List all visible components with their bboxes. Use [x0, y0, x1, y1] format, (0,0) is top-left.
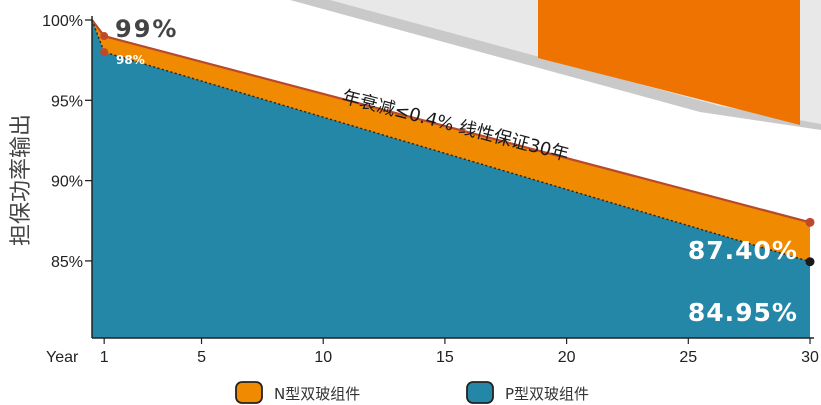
x-tick-label: 30 — [801, 349, 819, 366]
decorative-background — [290, 0, 821, 130]
p-end-point — [805, 257, 815, 267]
data-points — [100, 32, 815, 267]
x-tick-label: 25 — [679, 349, 697, 366]
legend-swatch-p — [466, 381, 494, 404]
x-tick-label: 1 — [100, 349, 109, 366]
y-tick-label: 95% — [51, 93, 83, 110]
x-tick-label: 5 — [197, 349, 206, 366]
y-tick-labels: 100% 95% 90% 85% 担保功率输出 — [9, 13, 92, 271]
x-tick-label: 15 — [436, 349, 454, 366]
legend-label-n: N型双玻组件 — [274, 385, 360, 403]
legend: N型双玻组件 P型双玻组件 — [235, 381, 589, 404]
p-series-area — [92, 20, 810, 338]
n-start-point — [100, 32, 109, 41]
axes — [91, 16, 814, 339]
n-end-label: 87.40% — [688, 236, 798, 265]
p-start-point — [100, 48, 109, 57]
y-axis-title: 担保功率输出 — [9, 114, 34, 246]
n-start-label: 99% — [115, 15, 178, 43]
y-tick-label: 85% — [51, 254, 83, 271]
x-tick-label: 10 — [314, 349, 332, 366]
x-tick-label: 20 — [558, 349, 576, 366]
p-end-label: 84.95% — [688, 298, 798, 327]
y-tick-label: 100% — [42, 13, 83, 30]
x-axis-title: Year — [46, 349, 79, 366]
legend-swatch-n — [235, 381, 263, 404]
legend-label-p: P型双玻组件 — [505, 385, 589, 403]
x-tick-labels: Year 1 5 10 15 20 25 30 — [46, 338, 819, 366]
p-start-label: 98% — [116, 53, 145, 67]
y-tick-label: 90% — [51, 174, 83, 191]
n-end-point — [805, 217, 815, 227]
